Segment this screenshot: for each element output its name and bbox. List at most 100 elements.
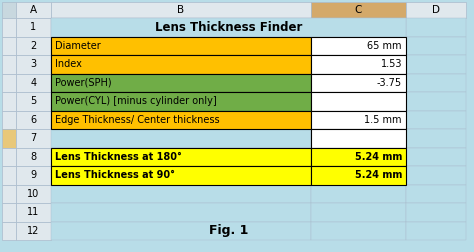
Bar xyxy=(311,110,406,129)
Bar xyxy=(16,2,51,18)
Bar xyxy=(406,18,466,37)
Bar xyxy=(311,129,406,147)
Bar xyxy=(51,147,311,166)
Text: Lens Thickness at 90°: Lens Thickness at 90° xyxy=(55,170,175,180)
Bar xyxy=(16,166,51,184)
Text: -3.75: -3.75 xyxy=(377,78,402,88)
Bar xyxy=(51,74,311,92)
Text: 12: 12 xyxy=(27,226,40,236)
Bar xyxy=(51,92,311,110)
Text: 6: 6 xyxy=(30,115,36,125)
Bar xyxy=(311,166,406,184)
Bar xyxy=(51,74,311,92)
Bar xyxy=(2,55,16,74)
Bar xyxy=(2,203,16,222)
Bar xyxy=(2,18,16,37)
Text: Power(CYL) [minus cylinder only]: Power(CYL) [minus cylinder only] xyxy=(55,96,217,106)
Bar xyxy=(16,203,51,222)
Bar xyxy=(51,222,311,240)
Bar xyxy=(51,55,311,74)
Bar xyxy=(16,92,51,110)
Bar xyxy=(311,74,406,92)
Bar xyxy=(16,222,51,240)
Bar xyxy=(51,18,406,37)
Text: Lens Thickness at 180°: Lens Thickness at 180° xyxy=(55,152,182,162)
Text: 5.24 mm: 5.24 mm xyxy=(355,152,402,162)
Bar xyxy=(311,2,406,18)
Text: Power(SPH): Power(SPH) xyxy=(55,78,111,88)
Text: 1.53: 1.53 xyxy=(381,59,402,69)
Text: A: A xyxy=(30,5,37,15)
Bar xyxy=(311,222,406,240)
Bar xyxy=(311,147,406,166)
Text: Lens Thickness Finder: Lens Thickness Finder xyxy=(155,21,302,34)
Bar xyxy=(406,37,466,55)
Bar xyxy=(51,184,311,203)
Bar xyxy=(406,74,466,92)
Bar xyxy=(51,166,311,184)
Text: 5: 5 xyxy=(30,96,36,106)
Bar xyxy=(406,2,466,18)
Bar xyxy=(311,55,406,74)
Bar xyxy=(2,222,16,240)
Bar xyxy=(406,55,466,74)
Bar xyxy=(311,55,406,74)
Bar xyxy=(311,110,406,129)
Text: 3: 3 xyxy=(30,59,36,69)
Text: 7: 7 xyxy=(30,133,36,143)
Bar xyxy=(2,110,16,129)
Bar xyxy=(51,110,311,129)
Bar xyxy=(311,74,406,92)
Text: 1: 1 xyxy=(30,22,36,32)
Bar xyxy=(311,129,406,147)
Bar xyxy=(311,37,406,55)
Bar xyxy=(51,2,311,18)
Text: 65 mm: 65 mm xyxy=(367,41,402,51)
Bar xyxy=(51,147,311,166)
Text: 4: 4 xyxy=(30,78,36,88)
Bar xyxy=(406,92,466,110)
Bar xyxy=(311,18,406,37)
Bar xyxy=(51,37,311,55)
Bar xyxy=(311,166,406,184)
Bar xyxy=(2,147,16,166)
Text: Edge Thickness/ Center thickness: Edge Thickness/ Center thickness xyxy=(55,115,219,125)
Bar xyxy=(2,92,16,110)
Bar xyxy=(406,129,466,147)
Text: C: C xyxy=(355,5,362,15)
Bar xyxy=(311,147,406,166)
Bar xyxy=(16,129,51,147)
Text: 1.5 mm: 1.5 mm xyxy=(365,115,402,125)
Bar xyxy=(406,147,466,166)
Text: Diameter: Diameter xyxy=(55,41,101,51)
Bar xyxy=(16,147,51,166)
Bar xyxy=(51,37,311,55)
Bar xyxy=(311,37,406,55)
Bar xyxy=(2,37,16,55)
Bar xyxy=(16,74,51,92)
Bar xyxy=(2,2,16,18)
Text: 2: 2 xyxy=(30,41,36,51)
Bar xyxy=(16,18,51,37)
Bar xyxy=(311,203,406,222)
Bar xyxy=(16,55,51,74)
Bar xyxy=(16,110,51,129)
Bar xyxy=(51,203,311,222)
Text: D: D xyxy=(432,5,440,15)
Bar xyxy=(51,55,311,74)
Bar xyxy=(2,129,16,147)
Bar xyxy=(311,184,406,203)
Text: 5.24 mm: 5.24 mm xyxy=(355,170,402,180)
Bar xyxy=(16,184,51,203)
Text: 11: 11 xyxy=(27,207,40,217)
Bar xyxy=(406,203,466,222)
Bar xyxy=(16,37,51,55)
Bar xyxy=(51,18,311,37)
Bar xyxy=(406,222,466,240)
Text: Index: Index xyxy=(55,59,82,69)
Text: 9: 9 xyxy=(30,170,36,180)
Bar xyxy=(2,184,16,203)
Bar xyxy=(51,110,311,129)
Bar xyxy=(2,74,16,92)
Bar xyxy=(51,166,311,184)
